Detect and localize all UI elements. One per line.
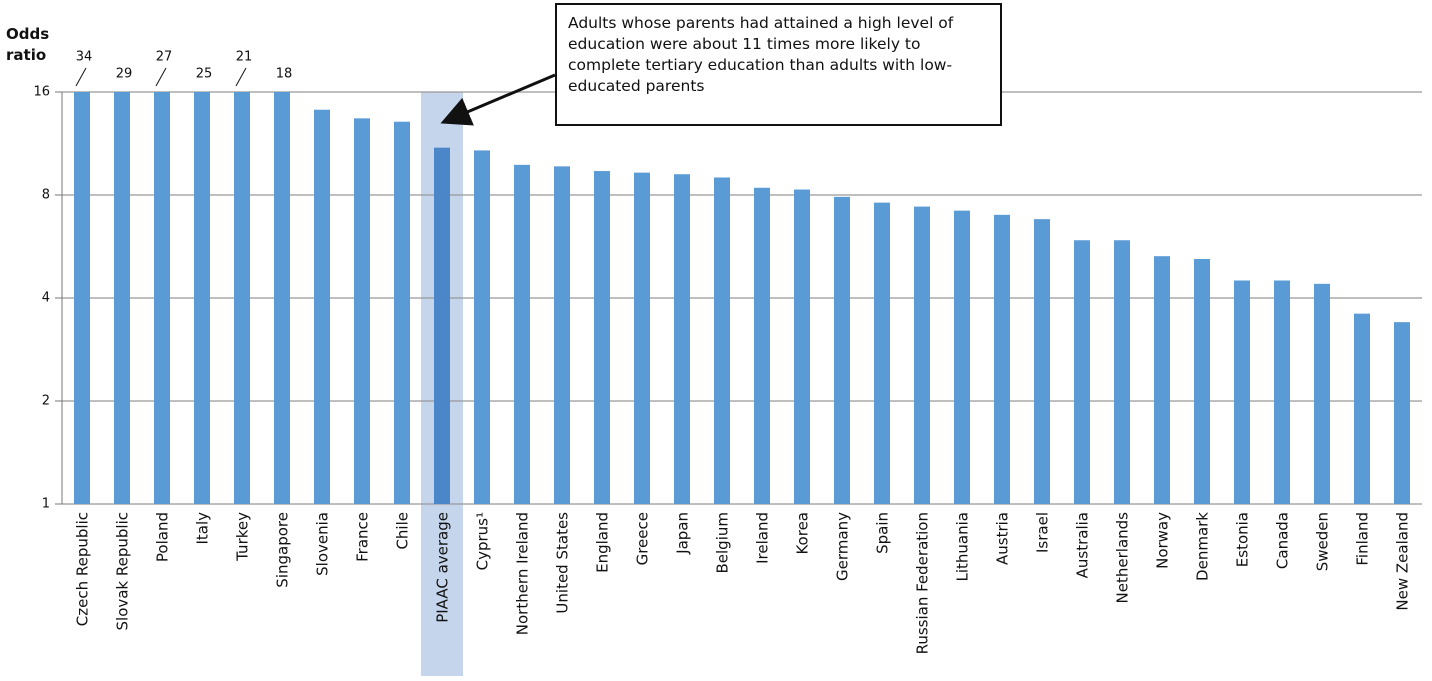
x-tick-label: Italy	[194, 512, 212, 545]
x-tick-label: Cyprus¹	[474, 512, 492, 570]
bar	[594, 171, 610, 504]
bar	[74, 92, 90, 504]
y-tick-label: 1	[42, 497, 50, 512]
bar	[354, 118, 370, 504]
x-tick-label: Finland	[1354, 512, 1372, 566]
x-tick-label: PIAAC average	[434, 512, 452, 623]
data-label: 25	[196, 67, 213, 82]
x-tick-label: Slovak Republic	[114, 512, 132, 631]
bar	[114, 92, 130, 504]
y-tick-label: 16	[33, 85, 50, 100]
bar	[434, 147, 450, 504]
bar	[834, 196, 850, 504]
bar	[514, 164, 530, 504]
x-tick-label: Chile	[394, 512, 412, 550]
bar	[394, 121, 410, 504]
x-tick-label: Turkey	[234, 512, 252, 562]
x-tick-label: Czech Republic	[74, 512, 92, 626]
data-label: 34	[76, 50, 93, 65]
x-tick-label: Netherlands	[1114, 512, 1132, 604]
x-tick-label: Denmark	[1194, 512, 1212, 581]
bar	[314, 109, 330, 504]
bar	[154, 92, 170, 504]
data-label: 29	[116, 67, 133, 82]
x-tick-label: Norway	[1154, 512, 1172, 569]
bar	[914, 206, 930, 504]
annotation-arrow	[440, 73, 556, 126]
bar	[1114, 240, 1130, 504]
bar	[1034, 219, 1050, 504]
y-axis-label: Odds ratio	[6, 25, 50, 64]
bar	[1074, 240, 1090, 504]
x-tick-label: Belgium	[714, 512, 732, 574]
x-tick-label: Canada	[1274, 512, 1292, 569]
x-tick-label: Poland	[154, 512, 172, 562]
x-tick-label: Sweden	[1314, 512, 1332, 571]
x-tick-label: Austria	[994, 512, 1012, 565]
bar	[874, 202, 890, 504]
x-tick-label: Australia	[1074, 512, 1092, 578]
bar	[234, 92, 250, 504]
data-label: 21	[236, 50, 253, 65]
bar	[274, 92, 290, 504]
label-leader	[155, 67, 167, 87]
bar	[754, 187, 770, 504]
x-tick-label: Slovenia	[314, 512, 332, 576]
bar	[674, 174, 690, 504]
x-tick-label: Russian Federation	[914, 512, 932, 654]
x-tick-label: Lithuania	[954, 512, 972, 581]
x-tick-label: Israel	[1034, 512, 1052, 553]
x-tick-label: Northern Ireland	[514, 512, 532, 635]
bar	[1274, 280, 1290, 504]
bar	[474, 150, 490, 504]
bar	[194, 92, 210, 504]
bar	[994, 214, 1010, 504]
x-tick-label: Japan	[674, 512, 692, 555]
bar	[1394, 322, 1410, 504]
label-leader	[75, 67, 87, 87]
bar	[1354, 313, 1370, 504]
x-tick-label: France	[354, 512, 372, 562]
bar	[1194, 259, 1210, 504]
bar	[714, 177, 730, 504]
data-label: 27	[156, 50, 173, 65]
bar	[634, 172, 650, 504]
label-leader	[235, 67, 247, 87]
y-tick-label: 8	[42, 188, 50, 203]
bar	[794, 189, 810, 504]
x-tick-label: Germany	[834, 512, 852, 581]
bar	[1234, 280, 1250, 504]
x-tick-label: Ireland	[754, 512, 772, 564]
x-tick-label: England	[594, 512, 612, 573]
x-tick-label: Estonia	[1234, 512, 1252, 567]
y-tick-label: 4	[42, 291, 50, 306]
bar	[1314, 283, 1330, 504]
x-tick-label: Korea	[794, 512, 812, 555]
bar	[954, 210, 970, 504]
bar	[1154, 256, 1170, 504]
x-tick-label: Singapore	[274, 512, 292, 588]
x-tick-label: Spain	[874, 512, 892, 554]
y-tick-label: 2	[42, 394, 50, 409]
bar	[554, 166, 570, 504]
x-tick-label: United States	[554, 512, 572, 614]
x-tick-label: Greece	[634, 512, 652, 565]
x-tick-label: New Zealand	[1394, 512, 1412, 611]
data-label: 18	[276, 67, 293, 82]
annotation: Adults whose parents had attained a high…	[555, 3, 1002, 126]
